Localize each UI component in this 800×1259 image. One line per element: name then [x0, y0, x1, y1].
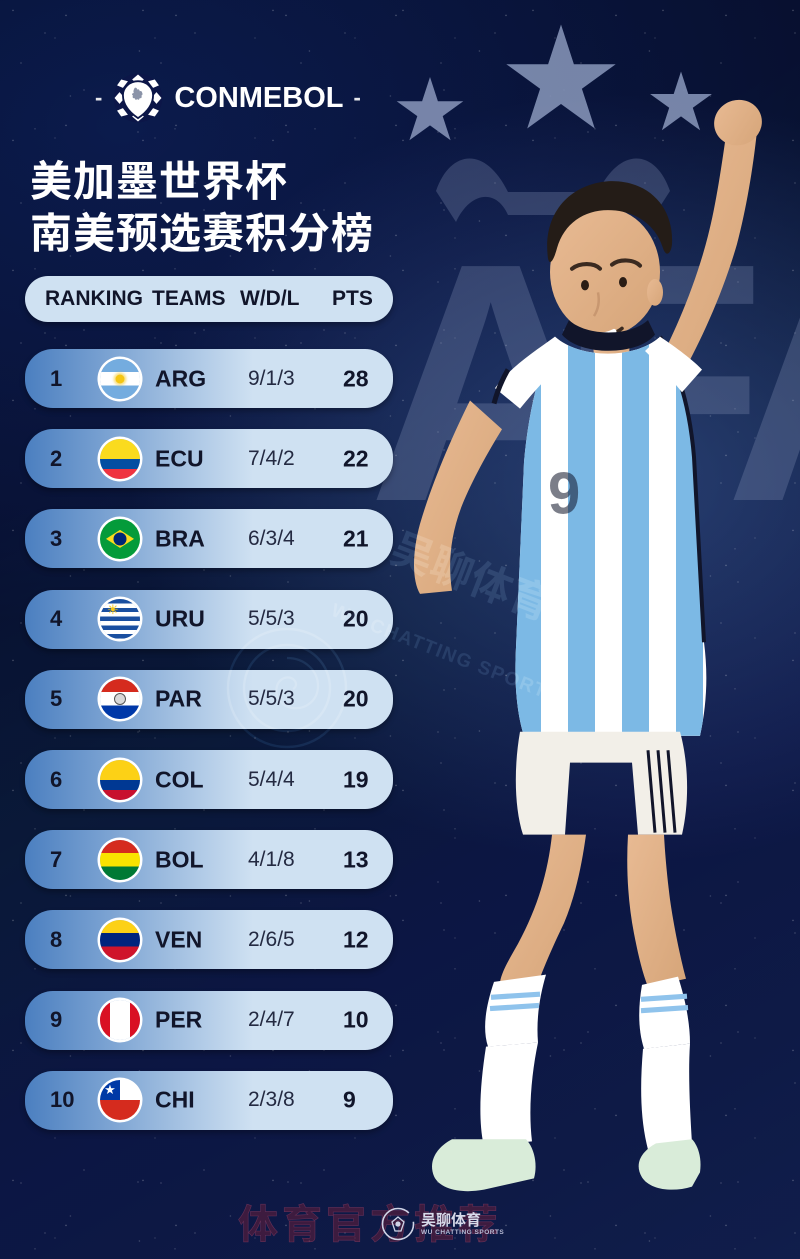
svg-text:吴聊体育: 吴聊体育	[383, 515, 562, 633]
